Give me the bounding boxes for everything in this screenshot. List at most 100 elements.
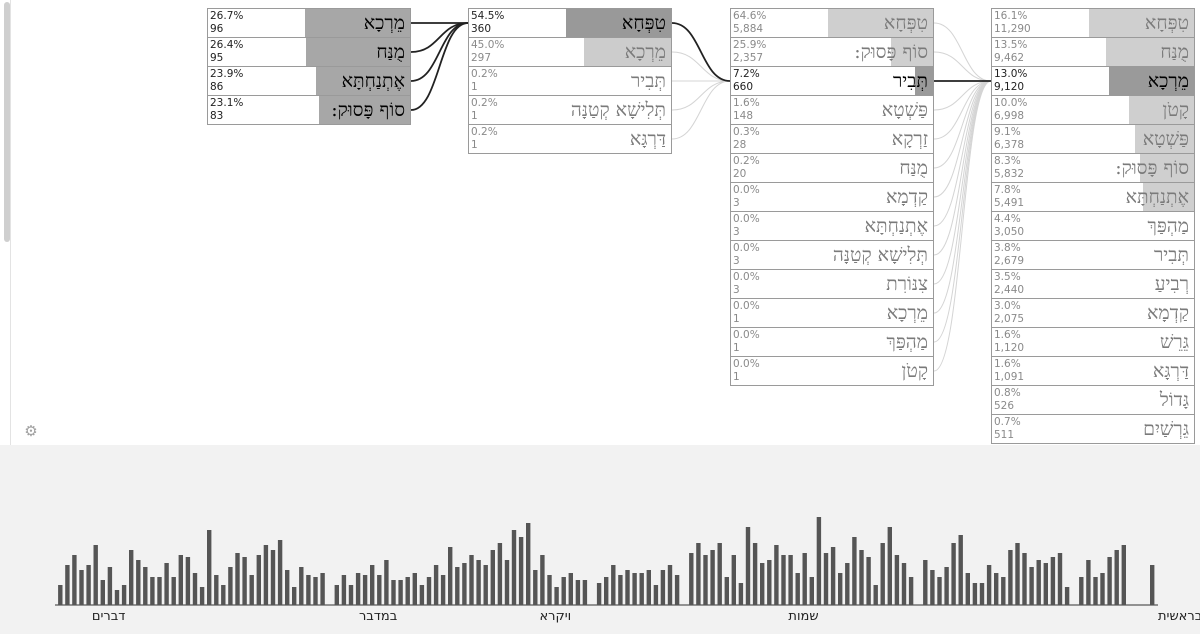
cell-col3-10[interactable]: 0.0% 1 מֵרְכָא: [731, 299, 933, 328]
chart-bar[interactable]: [781, 555, 786, 605]
chart-bar[interactable]: [143, 567, 148, 605]
chart-bar[interactable]: [207, 530, 212, 605]
chart-bar[interactable]: [256, 555, 261, 605]
chart-bar[interactable]: [334, 585, 339, 605]
chart-bar[interactable]: [65, 565, 70, 605]
cell-col4-6[interactable]: 7.8% 5,491 אֶתְנַחְתָּא: [992, 183, 1194, 212]
cell-col2-4[interactable]: 0.2% 1 דַּרְגָּא: [469, 125, 671, 153]
chart-bar[interactable]: [575, 580, 581, 605]
chart-bar[interactable]: [93, 545, 98, 605]
chart-bar[interactable]: [852, 537, 857, 605]
chart-bar[interactable]: [632, 573, 637, 605]
cell-col4-1[interactable]: 13.5% 9,462 מֻנַּח: [992, 38, 1194, 67]
chart-bar[interactable]: [292, 587, 297, 605]
chart-bar[interactable]: [391, 580, 396, 605]
cell-col3-12[interactable]: 0.0% 1 קָטֹן: [731, 357, 933, 385]
chart-bar[interactable]: [426, 577, 432, 605]
cell-col4-14[interactable]: 0.7% 511 גֵּרְשַׁיִם: [992, 415, 1194, 443]
chart-bar[interactable]: [178, 555, 183, 605]
chart-bar[interactable]: [1043, 563, 1048, 605]
cell-col4-3[interactable]: 10.0% 6,998 קָטֹן: [992, 96, 1194, 125]
chart-bar[interactable]: [774, 545, 779, 605]
chart-bar[interactable]: [235, 553, 240, 605]
chart-bar[interactable]: [639, 573, 644, 605]
cell-col1-3[interactable]: 23.1% 83 סוֹף פָּסוּק:: [208, 96, 410, 124]
chart-bar[interactable]: [100, 580, 105, 605]
chart-bar[interactable]: [994, 573, 999, 605]
chart-bar[interactable]: [242, 557, 247, 605]
chart-bar[interactable]: [419, 585, 425, 605]
chart-bar[interactable]: [937, 577, 942, 605]
chart-bar[interactable]: [568, 573, 573, 605]
cell-col1-1[interactable]: 26.4% 95 מֻנַּח: [208, 38, 410, 67]
chart-bar[interactable]: [717, 543, 722, 605]
chart-bar[interactable]: [1036, 560, 1041, 605]
cell-col3-2[interactable]: 7.2% 660 תְּבִיר: [731, 67, 933, 96]
cell-col1-2[interactable]: 23.9% 86 אֶתְנַחְתָּא: [208, 67, 410, 96]
chart-bar[interactable]: [1015, 543, 1020, 605]
chart-bar[interactable]: [313, 577, 318, 605]
chart-bar[interactable]: [199, 587, 205, 605]
chart-bar[interactable]: [320, 573, 325, 605]
chart-bar[interactable]: [802, 553, 807, 605]
cell-col4-7[interactable]: 4.4% 3,050 מַהְפַּךְ: [992, 212, 1194, 241]
cell-col3-4[interactable]: 0.3% 28 זַרְקָא: [731, 125, 933, 154]
chart-bar[interactable]: [745, 527, 751, 605]
chart-bar[interactable]: [171, 577, 176, 605]
chart-bar[interactable]: [306, 575, 311, 605]
cell-col3-5[interactable]: 0.2% 20 מֻנַּח: [731, 154, 933, 183]
chart-bar[interactable]: [731, 555, 736, 605]
chart-bar[interactable]: [263, 545, 269, 605]
chart-bar[interactable]: [738, 583, 744, 605]
chart-bar[interactable]: [1029, 567, 1034, 605]
chart-bar[interactable]: [107, 567, 113, 605]
chart-bar[interactable]: [1079, 577, 1084, 605]
chart-bar[interactable]: [285, 570, 290, 605]
chart-bar[interactable]: [944, 567, 949, 605]
chart-bar[interactable]: [1008, 550, 1013, 605]
chart-bar[interactable]: [830, 547, 836, 605]
chart-bar[interactable]: [114, 590, 120, 605]
cell-col2-0[interactable]: 54.5% 360 טִפְּחָא: [469, 9, 671, 38]
chart-bar[interactable]: [462, 563, 467, 605]
chart-bar[interactable]: [533, 570, 538, 605]
chart-bar[interactable]: [646, 570, 651, 605]
chart-bar[interactable]: [1086, 560, 1091, 605]
chart-bar[interactable]: [355, 573, 361, 605]
chart-bar[interactable]: [660, 570, 666, 605]
chart-bar[interactable]: [710, 550, 715, 605]
chart-bar[interactable]: [951, 543, 956, 605]
chart-bar[interactable]: [249, 575, 254, 605]
chart-bar[interactable]: [469, 555, 474, 605]
chart-bar[interactable]: [79, 570, 84, 605]
chart-bar[interactable]: [518, 537, 524, 605]
chart-bar[interactable]: [497, 543, 503, 605]
chart-bar[interactable]: [1001, 577, 1006, 605]
chart-bar[interactable]: [604, 577, 609, 605]
chart-bar[interactable]: [752, 543, 758, 605]
chart-bar[interactable]: [923, 560, 928, 605]
chart-bar[interactable]: [653, 585, 659, 605]
chart-bar[interactable]: [979, 583, 985, 605]
chart-bar[interactable]: [703, 555, 708, 605]
chart-bar[interactable]: [582, 580, 588, 605]
chart-bar[interactable]: [228, 567, 233, 605]
cell-col4-5[interactable]: 8.3% 5,832 סוֹף פָּסוּק:: [992, 154, 1194, 183]
chart-bar[interactable]: [823, 553, 829, 605]
cell-col2-2[interactable]: 0.2% 1 תְּבִיר: [469, 67, 671, 96]
chart-bar[interactable]: [348, 585, 354, 605]
chart-bar[interactable]: [767, 560, 772, 605]
cell-col2-1[interactable]: 45.0% 297 מֵרְכָא: [469, 38, 671, 67]
chart-bar[interactable]: [192, 573, 198, 605]
chart-bar[interactable]: [788, 555, 793, 605]
chart-bar[interactable]: [873, 585, 878, 605]
chart-bar[interactable]: [554, 587, 559, 605]
cell-col4-8[interactable]: 3.8% 2,679 תְּבִיר: [992, 241, 1194, 270]
chart-bar[interactable]: [277, 540, 283, 605]
chart-bar[interactable]: [689, 553, 694, 605]
chart-bar[interactable]: [986, 565, 992, 605]
chart-bar[interactable]: [72, 555, 77, 605]
chart-bar[interactable]: [696, 543, 701, 605]
chart-bar[interactable]: [511, 530, 517, 605]
chart-bar[interactable]: [157, 577, 162, 605]
